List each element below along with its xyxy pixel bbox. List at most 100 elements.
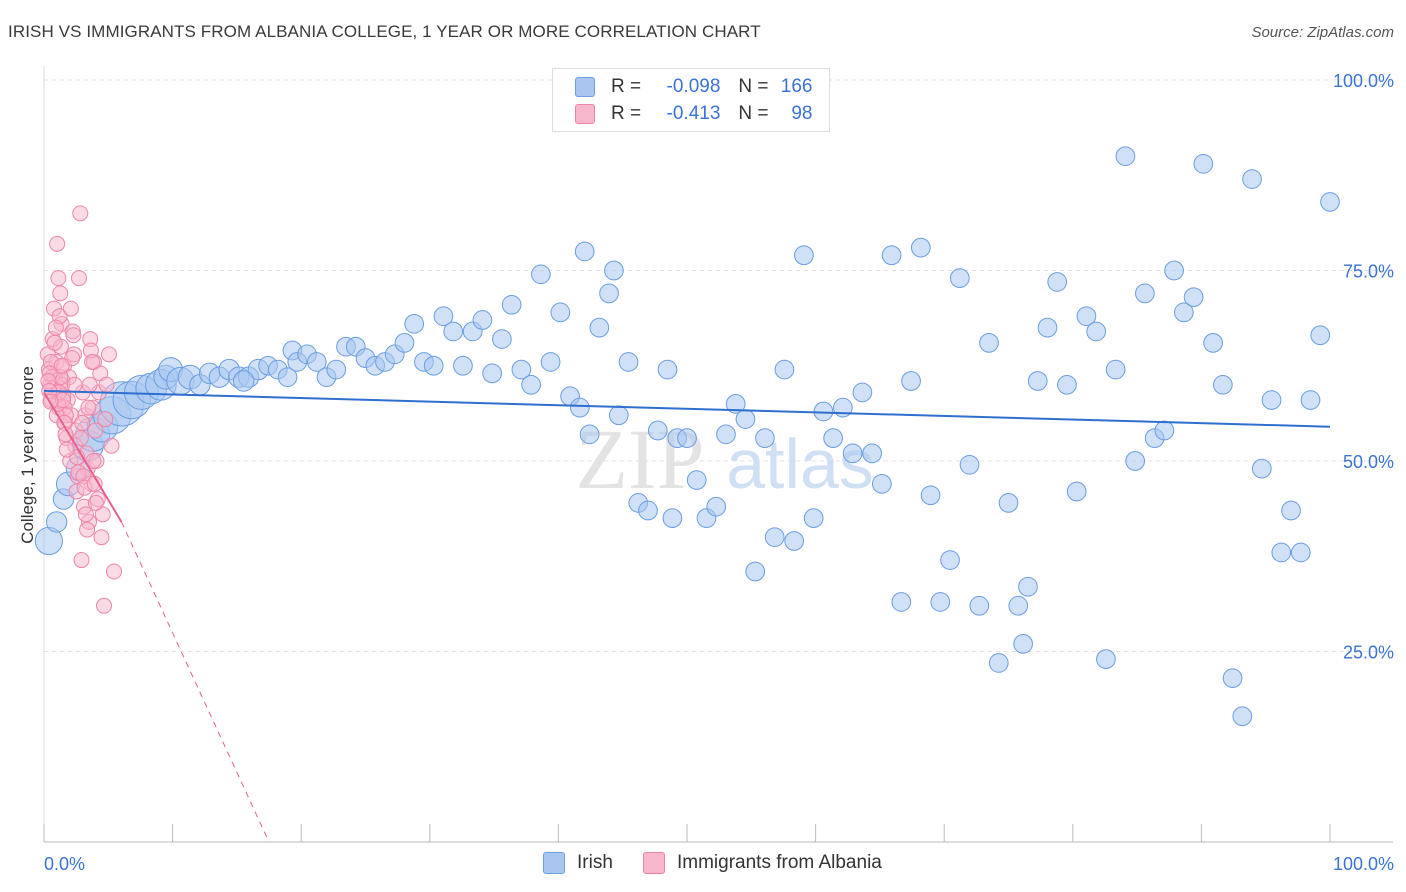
irish-point [979, 333, 999, 353]
irish-point [1018, 576, 1038, 597]
legend-row-irish: R = -0.098 N = 166 [575, 75, 813, 99]
irish-point [959, 454, 980, 475]
legend-top: R = -0.098 N = 166 R = -0.413 N = 98 [552, 68, 830, 132]
irish-point [969, 595, 990, 616]
x-axis [43, 66, 1393, 843]
albania-point [66, 376, 83, 393]
irish-point [647, 420, 668, 441]
irish-point [1300, 390, 1321, 410]
irish-point [1125, 451, 1146, 471]
albania-point [81, 376, 98, 393]
trend-lines [43, 389, 1331, 843]
irish-point [725, 394, 746, 414]
legend-item-irish[interactable]: Irish [543, 852, 613, 874]
irish-point [988, 653, 1009, 673]
irish-point [579, 424, 600, 445]
albania-point [97, 411, 114, 428]
y-tick-label: 25.0% [1343, 643, 1394, 663]
legend-n-label: N = [738, 76, 769, 97]
irish-point [443, 321, 464, 342]
legend-n-value: 166 [780, 76, 813, 97]
albania-point [73, 552, 90, 569]
irish-point [949, 268, 970, 288]
irish-point [501, 294, 522, 315]
irish-point [1057, 374, 1077, 395]
chart-title: IRISH VS IMMIGRANTS FROM ALBANIA COLLEGE… [8, 22, 761, 41]
legend-n-value: 98 [791, 103, 813, 124]
irish-point [1193, 153, 1214, 174]
irish-point [550, 302, 571, 323]
legend-swatch-irish [543, 852, 565, 874]
albania-points [39, 205, 122, 614]
irish-point [735, 409, 756, 429]
irish-point [1174, 302, 1194, 323]
irish-point [1066, 481, 1087, 502]
irish-point [1164, 260, 1184, 281]
irish-point [784, 531, 805, 551]
irish-point [1115, 146, 1136, 167]
albania-point [101, 346, 117, 363]
irish-point [1290, 542, 1311, 563]
watermark-atlas: atlas [726, 425, 874, 503]
irish-point [574, 241, 595, 262]
legend-item-albania[interactable]: Immigrants from Albania [643, 852, 882, 874]
irish-point [492, 329, 512, 349]
irish-point [764, 527, 785, 548]
irish-point [1212, 374, 1233, 395]
legend-label-albania: Immigrants from Albania [677, 852, 882, 873]
albania-point [79, 521, 96, 538]
irish-point [1013, 634, 1033, 654]
x-tick-label-max: 100.0% [1333, 854, 1394, 874]
irish-point [852, 382, 873, 403]
irish-points [34, 146, 1340, 727]
irish-point [326, 359, 347, 380]
irish-point [589, 317, 610, 338]
albania-point [53, 357, 70, 374]
irish-point [891, 592, 912, 612]
irish-point [521, 374, 541, 395]
irish-point [433, 306, 454, 327]
irish-point [1008, 595, 1029, 616]
irish-point [604, 260, 624, 281]
irish-point [677, 428, 697, 448]
albania-point [71, 270, 87, 287]
irish-point [657, 359, 678, 380]
irish-point [569, 397, 590, 418]
irish-point [662, 508, 683, 529]
albania-point [50, 270, 67, 287]
irish-point [716, 424, 736, 445]
albania-point [87, 494, 104, 511]
irish-point [511, 359, 532, 380]
irish-point [404, 313, 425, 334]
irish-point [1096, 649, 1116, 669]
irish-point [823, 428, 843, 448]
irish-point [1281, 500, 1301, 521]
irish-point [940, 550, 960, 570]
irish-point [1261, 390, 1282, 410]
irish-point [1203, 333, 1223, 353]
y-axis-label: College, 1 year or more [18, 366, 37, 544]
irish-point [599, 283, 619, 304]
irish-point [472, 310, 493, 330]
irish-point [794, 245, 814, 266]
irish-point [803, 508, 824, 529]
irish-point [540, 352, 561, 372]
irish-point [482, 363, 503, 384]
irish-point [755, 428, 775, 448]
legend-r-label: R = [611, 103, 642, 124]
irish-point [1076, 306, 1097, 327]
legend-swatch-albania [575, 104, 595, 124]
grid-lines [44, 79, 1393, 652]
legend-swatch-irish [575, 77, 595, 97]
legend-row-albania: R = -0.413 N = 98 [575, 102, 813, 126]
albania-point [74, 414, 91, 431]
irish-point [686, 470, 707, 490]
y-tick-label: 75.0% [1343, 262, 1394, 282]
irish-point [1105, 359, 1126, 380]
irish-point [277, 367, 298, 388]
irish-point [901, 371, 921, 391]
albania-point [72, 205, 89, 222]
irish-point [394, 333, 415, 353]
legend-r-value: -0.413 [666, 103, 721, 124]
